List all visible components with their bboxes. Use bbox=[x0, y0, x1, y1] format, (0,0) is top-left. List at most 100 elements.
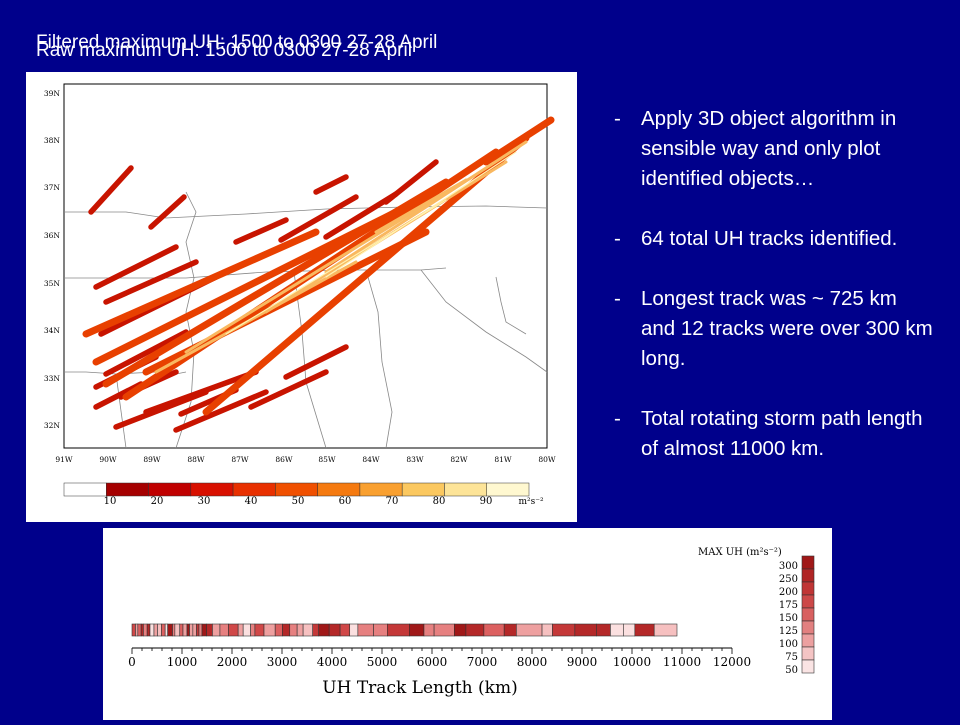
colorbar-tick: 50 bbox=[292, 496, 305, 507]
track-legend bbox=[801, 555, 815, 674]
track-segment bbox=[574, 623, 597, 637]
legend-swatch bbox=[801, 581, 815, 596]
bullet-item: - Total rotating storm path length of alm… bbox=[614, 407, 923, 460]
lon-label: 88W bbox=[187, 455, 205, 464]
legend-swatch bbox=[801, 568, 815, 583]
track-segment bbox=[206, 623, 213, 637]
track-segment bbox=[182, 623, 188, 637]
raw-title: Raw maximum UH: 1500 to 0300 27-28 April bbox=[36, 40, 412, 61]
lat-label: 35N bbox=[44, 279, 61, 288]
legend-labels: 300 250 200 175 150 125 100 75 50 bbox=[779, 561, 798, 676]
track-segment bbox=[302, 623, 313, 637]
track-segment bbox=[146, 623, 151, 637]
uh-map: 39N 38N 37N 36N 35N 34N 33N 32N 91W 90W … bbox=[44, 83, 556, 507]
uh-tracks bbox=[82, 116, 555, 433]
lat-label: 36N bbox=[44, 231, 61, 240]
track-segment bbox=[254, 623, 265, 637]
lon-label: 82W bbox=[450, 455, 468, 464]
track-segment bbox=[167, 623, 173, 637]
track-segment bbox=[172, 623, 176, 637]
track-segment bbox=[282, 623, 291, 637]
legend-label: 150 bbox=[779, 613, 798, 624]
colorbar-swatch bbox=[190, 482, 234, 497]
x-tick-label: 2000 bbox=[217, 655, 248, 669]
track-length-chart: 0 1000 2000 3000 4000 5000 6000 7000 800… bbox=[128, 547, 815, 698]
x-ticks bbox=[131, 648, 733, 654]
lon-label: 89W bbox=[143, 455, 161, 464]
bullet-text: 64 total UH tracks identified. bbox=[641, 227, 898, 250]
x-tick-label: 9000 bbox=[567, 655, 598, 669]
x-tick-label: 1000 bbox=[167, 655, 198, 669]
legend-swatch bbox=[801, 646, 815, 661]
track-segment bbox=[433, 623, 455, 637]
track-segment bbox=[289, 623, 298, 637]
legend-title: MAX UH (m²s⁻²) bbox=[698, 547, 782, 558]
colorbar-tick: 90 bbox=[480, 496, 493, 507]
track-segment bbox=[296, 623, 304, 637]
colorbar-swatch bbox=[401, 482, 445, 497]
track-segment bbox=[274, 623, 283, 637]
track-segment bbox=[212, 623, 221, 637]
lon-label: 90W bbox=[99, 455, 117, 464]
legend-label: 50 bbox=[785, 665, 798, 676]
track-segment bbox=[516, 623, 543, 637]
track-segment bbox=[454, 623, 467, 637]
colorbar-swatch bbox=[106, 482, 149, 497]
lon-label: 86W bbox=[275, 455, 293, 464]
track-segment bbox=[503, 623, 517, 637]
track-segment bbox=[483, 623, 505, 637]
x-tick-label: 3000 bbox=[267, 655, 298, 669]
lon-label: 84W bbox=[362, 455, 380, 464]
track-segment bbox=[610, 623, 624, 637]
track-segment bbox=[552, 623, 576, 637]
legend-label: 100 bbox=[779, 639, 798, 650]
track-segment bbox=[349, 623, 359, 637]
track-segment bbox=[357, 623, 374, 637]
summary-bullets: - Apply 3D object algorithm in sensible w… bbox=[614, 104, 934, 494]
track-segment bbox=[409, 623, 425, 637]
colorbar-tick: 70 bbox=[386, 496, 399, 507]
x-tick-label: 8000 bbox=[517, 655, 548, 669]
bullet-item: -64 total UH tracks identified. bbox=[614, 227, 898, 250]
track-segment bbox=[387, 623, 410, 637]
track-segment bbox=[131, 623, 136, 637]
legend-label: 200 bbox=[779, 587, 798, 598]
track-segment bbox=[196, 623, 200, 637]
lat-labels: 39N 38N 37N 36N 35N 34N 33N 32N bbox=[44, 89, 61, 430]
lon-label: 80W bbox=[538, 455, 556, 464]
track-segment bbox=[541, 623, 553, 637]
x-tick-label: 5000 bbox=[367, 655, 398, 669]
lon-labels: 91W 90W 89W 88W 87W 86W 85W 84W 83W 82W … bbox=[55, 455, 556, 464]
uh-map-panel: 39N 38N 37N 36N 35N 34N 33N 32N 91W 90W … bbox=[26, 72, 577, 522]
colorbar-swatch bbox=[148, 482, 192, 497]
colorbar-swatch bbox=[63, 482, 107, 497]
x-tick-label: 0 bbox=[128, 655, 136, 669]
track-segment bbox=[186, 623, 190, 637]
lon-label: 91W bbox=[55, 455, 73, 464]
track-segment bbox=[312, 623, 320, 637]
colorbar-swatch bbox=[359, 482, 403, 497]
track-segment bbox=[137, 623, 142, 637]
bullet-text: Apply 3D object algorithm in sensible wa… bbox=[641, 107, 897, 190]
colorbar-units: m²s⁻² bbox=[518, 497, 544, 507]
track-segment bbox=[653, 623, 678, 637]
lon-label: 83W bbox=[406, 455, 424, 464]
legend-swatch bbox=[801, 633, 815, 648]
colorbar-swatch bbox=[232, 482, 276, 497]
track-segment bbox=[143, 623, 148, 637]
colorbar-swatch bbox=[444, 482, 487, 497]
lat-label: 39N bbox=[44, 89, 61, 98]
map-colorbar bbox=[63, 482, 530, 497]
track-segment bbox=[623, 623, 636, 637]
track-segment bbox=[135, 623, 139, 637]
x-axis-label: UH Track Length (km) bbox=[322, 678, 517, 698]
track-segment bbox=[242, 623, 251, 637]
track-segment bbox=[198, 623, 203, 637]
x-tick-labels: 0 1000 2000 3000 4000 5000 6000 7000 800… bbox=[128, 655, 751, 669]
legend-label: 250 bbox=[779, 574, 798, 585]
colorbar-tick: 30 bbox=[198, 496, 211, 507]
bullet-item: - Longest track was ~ 725 km and 12 track… bbox=[614, 287, 933, 370]
lat-label: 38N bbox=[44, 136, 61, 145]
track-segment bbox=[219, 623, 229, 637]
filtered-title: Filtered maximum UH: 1500 to 0300 27-28 … bbox=[36, 32, 438, 53]
